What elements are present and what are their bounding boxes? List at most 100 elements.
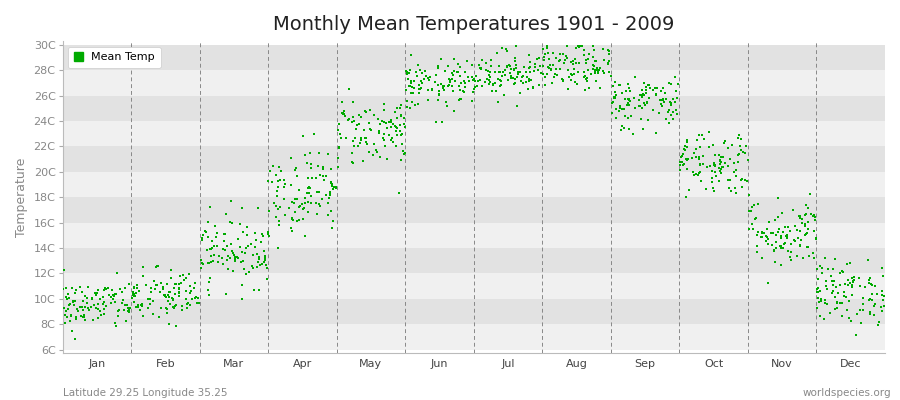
Point	[482, 69, 497, 75]
Point	[616, 124, 631, 131]
Point	[557, 60, 572, 66]
Point	[400, 98, 415, 104]
Point	[306, 131, 320, 137]
Point	[765, 229, 779, 236]
Point	[584, 71, 598, 77]
Point	[597, 57, 611, 64]
Point	[218, 230, 232, 237]
Point	[479, 67, 493, 73]
Point	[666, 109, 680, 116]
Point	[201, 287, 215, 293]
Point	[346, 118, 361, 124]
Point	[709, 173, 724, 180]
Point	[298, 152, 312, 158]
Point	[771, 229, 786, 236]
Point	[324, 166, 338, 172]
Point	[327, 184, 341, 190]
Point	[108, 299, 122, 306]
Point	[635, 94, 650, 100]
Point	[744, 204, 759, 210]
Point	[572, 42, 586, 49]
Point	[875, 308, 889, 315]
Point	[516, 73, 530, 80]
Point	[104, 294, 118, 300]
Point	[397, 115, 411, 122]
Point	[750, 232, 764, 238]
Point	[252, 286, 266, 293]
Point	[626, 131, 641, 137]
Point	[382, 131, 397, 138]
Point	[621, 115, 635, 122]
Point	[432, 91, 446, 97]
Point	[615, 106, 629, 112]
Point	[508, 76, 523, 82]
Point	[233, 244, 248, 250]
Point	[580, 75, 595, 81]
Point	[482, 67, 496, 74]
Point	[771, 214, 786, 220]
Point	[563, 59, 578, 65]
Point	[76, 313, 91, 320]
Point	[526, 84, 540, 90]
Point	[589, 58, 603, 64]
Point	[656, 96, 670, 102]
Point	[563, 71, 578, 78]
Point	[657, 99, 671, 105]
Point	[632, 102, 646, 109]
Point	[445, 76, 459, 82]
Point	[680, 139, 695, 146]
Point	[251, 256, 266, 262]
Point	[845, 292, 859, 299]
Point	[786, 207, 800, 213]
Point	[394, 102, 409, 108]
Point	[436, 83, 451, 90]
Point	[172, 285, 186, 291]
Point	[519, 69, 534, 75]
Point	[202, 279, 216, 285]
Point	[70, 306, 85, 312]
Point	[146, 310, 160, 317]
Point	[330, 164, 345, 171]
Point	[843, 260, 858, 266]
Point	[872, 319, 886, 325]
Point	[169, 323, 184, 329]
Point	[871, 322, 886, 328]
Point	[806, 212, 821, 218]
Point	[301, 209, 315, 215]
Point	[190, 300, 204, 306]
Point	[776, 228, 790, 235]
Point	[482, 77, 497, 83]
Point	[658, 90, 672, 96]
Point	[304, 193, 319, 200]
Point	[125, 295, 140, 301]
Point	[602, 69, 616, 75]
Point	[669, 88, 683, 94]
Point	[772, 243, 787, 249]
Point	[764, 242, 778, 249]
Point	[521, 86, 535, 92]
Point	[819, 283, 833, 290]
Point	[666, 116, 680, 122]
Point	[578, 73, 592, 79]
Point	[166, 296, 180, 302]
Point	[788, 222, 803, 229]
Point	[403, 52, 418, 58]
Point	[315, 196, 329, 202]
Point	[764, 230, 778, 236]
Point	[458, 84, 473, 90]
Point	[797, 211, 812, 218]
Point	[359, 109, 374, 115]
Point	[332, 144, 347, 150]
Point	[167, 302, 182, 309]
Point	[228, 258, 242, 264]
Point	[504, 74, 518, 81]
Point	[572, 43, 586, 50]
Point	[76, 298, 91, 304]
Point	[350, 122, 365, 128]
Point	[356, 158, 370, 165]
Point	[673, 162, 688, 168]
Point	[828, 256, 842, 262]
Point	[783, 228, 797, 235]
Point	[298, 200, 312, 206]
Point	[226, 250, 240, 256]
